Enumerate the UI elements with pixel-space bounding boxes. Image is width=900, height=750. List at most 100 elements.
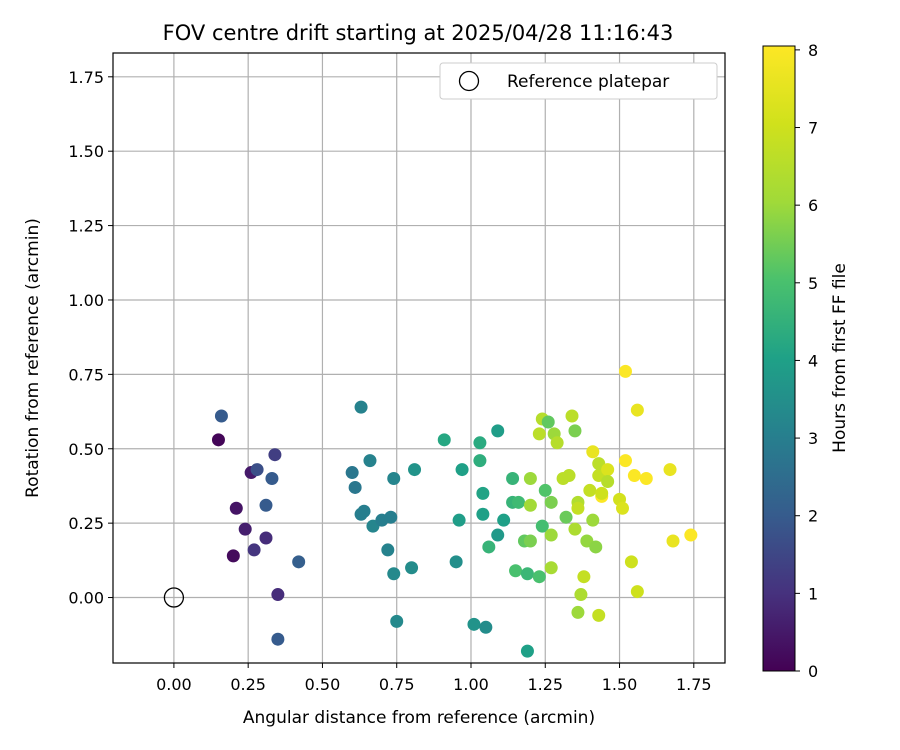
x-tick-label: 0.00 [156, 675, 192, 694]
scatter-point [571, 605, 585, 619]
scatter-point [476, 507, 490, 521]
reference-point [163, 587, 185, 608]
colorbar-tick-label: 3 [808, 429, 818, 448]
colorbar-tick-label: 4 [808, 351, 818, 370]
scatter-point [226, 549, 240, 563]
scatter-point [535, 519, 549, 533]
y-tick-label: 1.75 [68, 68, 104, 87]
scatter-point [523, 498, 537, 512]
chart-title: FOV centre drift starting at 2025/04/28 … [163, 21, 674, 45]
scatter-point [663, 463, 677, 477]
scatter-point [381, 543, 395, 557]
scatter-point [506, 472, 520, 486]
colorbar: 0 1 2 3 4 5 6 7 8 Hours from first FF file [762, 41, 850, 681]
scatter-point [618, 364, 632, 378]
scatter-point [550, 436, 564, 450]
scatter-point [348, 480, 362, 494]
scatter-point [509, 564, 523, 578]
scatter-point [616, 501, 630, 515]
scatter-point [268, 448, 282, 462]
scatter-point [684, 528, 698, 542]
scatter-point [577, 570, 591, 584]
scatter-point [520, 644, 534, 658]
scatter-point [491, 528, 505, 542]
scatter-point [363, 454, 377, 468]
scatter-point [544, 561, 558, 575]
colorbar-tick-label: 8 [808, 41, 818, 60]
scatter-point [482, 540, 496, 554]
scatter-point [666, 534, 680, 548]
scatter-point [437, 433, 451, 447]
scatter-point [624, 555, 638, 569]
scatter-point [523, 472, 537, 486]
scatter-point [627, 469, 641, 483]
x-tick-label: 1.50 [602, 675, 638, 694]
scatter-point [479, 620, 493, 634]
scatter-point [589, 540, 603, 554]
scatter-point [384, 510, 398, 524]
y-axis-ticks: 0.00 0.25 0.50 0.75 1.00 1.25 1.50 1.75 [68, 68, 113, 608]
scatter-point [345, 466, 359, 480]
colorbar-tick-label: 7 [808, 119, 818, 138]
scatter-point [592, 608, 606, 622]
x-tick-label: 1.75 [676, 675, 712, 694]
scatter-point [541, 415, 555, 429]
scatter-point [354, 400, 368, 414]
colorbar-gradient [763, 46, 795, 671]
scatter-point [211, 433, 225, 447]
scatter-point [214, 409, 228, 423]
scatter-point [618, 454, 632, 468]
scatter-point [586, 513, 600, 527]
x-tick-label: 0.25 [230, 675, 266, 694]
scatter-point [473, 436, 487, 450]
y-tick-label: 0.00 [68, 589, 104, 608]
legend: Reference platepar [439, 62, 718, 100]
colorbar-tick-label: 0 [808, 662, 818, 681]
scatter-point [523, 534, 537, 548]
scatter-point [630, 585, 644, 599]
x-tick-label: 1.25 [527, 675, 563, 694]
scatter-point [532, 570, 546, 584]
scatter-point [259, 498, 273, 512]
scatter-point [520, 567, 534, 581]
scatter-point [259, 531, 273, 545]
colorbar-label: Hours from first FF file [830, 263, 850, 453]
colorbar-tick-label: 6 [808, 196, 818, 215]
scatter-point [405, 561, 419, 575]
scatter-point [544, 495, 558, 509]
x-tick-label: 1.00 [453, 675, 489, 694]
scatter-point [229, 501, 243, 515]
scatter-point [247, 543, 261, 557]
scatter-point [562, 469, 576, 483]
y-tick-label: 1.00 [68, 291, 104, 310]
scatter-point [449, 555, 463, 569]
scatter-point [538, 483, 552, 497]
plot-frame [112, 52, 726, 664]
scatter-point [630, 403, 644, 417]
scatter-point [238, 522, 252, 536]
scatter-point [271, 632, 285, 646]
x-axis-ticks: 0.00 0.25 0.50 0.75 1.00 1.25 1.50 1.75 [156, 663, 712, 694]
scatter-points [211, 364, 698, 658]
y-tick-label: 1.25 [68, 217, 104, 236]
colorbar-tick-label: 2 [808, 507, 818, 526]
y-tick-label: 0.75 [68, 365, 104, 384]
scatter-point [586, 445, 600, 459]
scatter-point [565, 409, 579, 423]
legend-marker-icon [458, 70, 480, 92]
scatter-point [265, 472, 279, 486]
x-axis-label: Angular distance from reference (arcmin) [243, 708, 595, 728]
grid-lines [113, 53, 725, 663]
colorbar-frame [762, 45, 796, 672]
scatter-point [292, 555, 306, 569]
reference-marker [163, 587, 185, 608]
scatter-point [595, 486, 609, 500]
scatter-point [250, 463, 264, 477]
scatter-point [497, 513, 511, 527]
scatter-point [408, 463, 422, 477]
colorbar-ticks: 0 1 2 3 4 5 6 7 8 [795, 41, 818, 681]
scatter-point [473, 454, 487, 468]
scatter-point [559, 510, 573, 524]
scatter-point [271, 588, 285, 602]
